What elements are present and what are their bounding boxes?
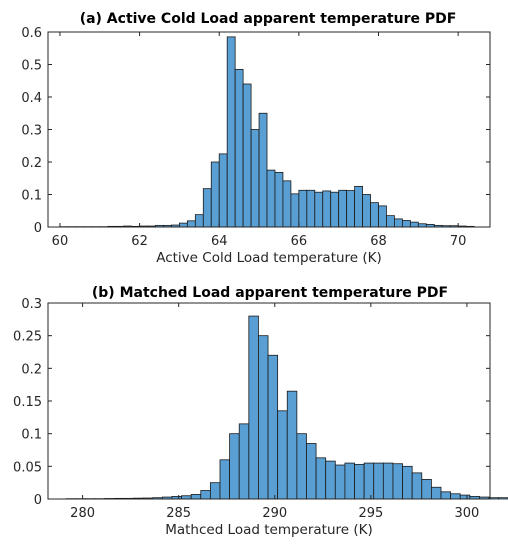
- panel-b-bar: [363, 462, 375, 500]
- panel-b-xtick-label: 295: [358, 506, 383, 521]
- panel-b-ticks: 280 285 290 295 300 0 0.05 0.1 0.15 0.2 0.25 0.3: [13, 297, 490, 521]
- panel-b-bar: [306, 443, 317, 500]
- panel-b-bar: [238, 423, 250, 500]
- panel-b-bar: [219, 459, 231, 500]
- panel-a-bar: [330, 191, 340, 228]
- panel-a-bar: [179, 222, 188, 228]
- panel-b-bar: [459, 494, 471, 500]
- panel-a-xlabel: Active Cold Load temperature (K): [156, 250, 382, 266]
- panel-b-bar: [209, 482, 221, 500]
- panel-a-bar: [202, 188, 212, 228]
- panel-a-ytick-label: 0: [34, 221, 42, 236]
- panel-a-bar: [290, 193, 300, 228]
- panel-a-bar: [242, 83, 252, 228]
- panel-b-ytick-label: 0.2: [21, 362, 42, 377]
- panel-b-bar: [402, 465, 413, 500]
- panel-a-bar: [210, 161, 220, 228]
- panel-a-bar: [274, 171, 284, 228]
- panel-b-xtick-label: 300: [455, 506, 480, 521]
- panel-b-bar: [382, 462, 394, 500]
- panel-b-bar: [200, 490, 211, 500]
- panel-b-bar: [315, 457, 327, 500]
- panel-b-bars: [65, 315, 508, 500]
- panel-b-bar: [411, 472, 423, 500]
- panel-a-xtick-label: 70: [450, 234, 467, 249]
- panel-a-xtick-label: 60: [52, 234, 69, 249]
- panel-a-bar: [282, 180, 292, 228]
- panel-b-xtick-label: 285: [166, 506, 191, 521]
- panel-b-bar: [373, 462, 384, 500]
- panel-a-chart: (a) Active Cold Load apparent temperatur…: [21, 11, 491, 266]
- panel-b-bar: [344, 462, 355, 500]
- panel-a-bar: [409, 221, 419, 228]
- panel-b-bar: [430, 486, 442, 500]
- panel-a-bar: [354, 185, 363, 228]
- panel-a-xtick-label: 62: [131, 234, 148, 249]
- panel-b-bar: [498, 497, 508, 500]
- panel-a-bar: [194, 214, 204, 228]
- panel-b-chart: (b) Matched Load apparent temperature PD…: [13, 285, 508, 538]
- panel-a-bar: [314, 191, 324, 228]
- panel-a-ytick-label: 0.2: [21, 156, 42, 171]
- panel-b-bar: [325, 460, 336, 500]
- panel-b-ytick-label: 0.1: [21, 428, 42, 443]
- panel-b-xtick-label: 280: [70, 506, 95, 521]
- panel-a-bar: [394, 218, 403, 228]
- panel-b-bar: [296, 433, 307, 500]
- panel-a-bar: [306, 189, 316, 228]
- panel-b-xlabel: Mathced Load temperature (K): [165, 522, 373, 538]
- panel-a-bar: [258, 112, 268, 228]
- panel-a-ytick-label: 0.1: [21, 189, 42, 204]
- panel-b-bar: [440, 491, 452, 500]
- panel-a-ytick-label: 0.5: [21, 59, 42, 74]
- panel-a-bar: [346, 190, 356, 228]
- panel-a-bar: [370, 202, 379, 228]
- panel-a-bar: [386, 215, 395, 228]
- panel-b-bar: [190, 494, 202, 500]
- panel-b-ytick-label: 0.3: [21, 297, 42, 312]
- panel-a-ytick-label: 0.3: [21, 124, 42, 139]
- panel-a-ytick-label: 0.6: [21, 26, 42, 41]
- panel-a-bar: [322, 190, 332, 228]
- panel-b-bar: [267, 354, 279, 500]
- panel-a-bars: [59, 36, 475, 228]
- panel-a-ticks: 60 62 64 66 68 70 0 0.1 0.2 0.3 0.4 0.5 0.6: [21, 26, 490, 249]
- panel-b-bar: [229, 433, 240, 500]
- panel-a-bar: [234, 68, 244, 228]
- panel-b-bar: [277, 410, 288, 500]
- panel-a-xtick-label: 66: [291, 234, 308, 249]
- panel-a-bar: [266, 169, 276, 228]
- panel-a-ytick-label: 0.4: [21, 91, 42, 106]
- panel-b-bar: [392, 463, 403, 500]
- panel-b-bar: [334, 464, 346, 500]
- panel-b-ytick-label: 0.25: [13, 330, 42, 345]
- panel-a-bar: [226, 36, 236, 228]
- panel-b-bar: [286, 390, 298, 500]
- panel-a-bar: [338, 189, 348, 228]
- panel-b-ytick-label: 0.05: [13, 460, 42, 475]
- panel-a-title: (a) Active Cold Load apparent temperatur…: [80, 11, 457, 27]
- panel-b-xtick-label: 290: [262, 506, 287, 521]
- panel-b-bar: [354, 463, 365, 500]
- panel-a-bar: [250, 129, 260, 228]
- panel-a-bar: [401, 220, 411, 228]
- panel-b-bar: [248, 315, 259, 500]
- panel-b-bar: [421, 478, 432, 500]
- panel-b-bar: [258, 335, 269, 500]
- panel-a-xtick-label: 68: [370, 234, 387, 249]
- panel-a-bar: [298, 189, 308, 228]
- panel-a-xtick-label: 64: [211, 234, 228, 249]
- panel-b-bar: [450, 493, 461, 500]
- panel-a-bar: [362, 194, 371, 228]
- panel-b-ytick-label: 0: [34, 493, 42, 508]
- panel-a-bar: [186, 220, 196, 228]
- panel-b-title: (b) Matched Load apparent temperature PD…: [92, 285, 448, 301]
- panel-b-ytick-label: 0.15: [13, 395, 42, 410]
- panel-a-bar: [218, 153, 228, 228]
- panel-a-bar: [378, 205, 387, 228]
